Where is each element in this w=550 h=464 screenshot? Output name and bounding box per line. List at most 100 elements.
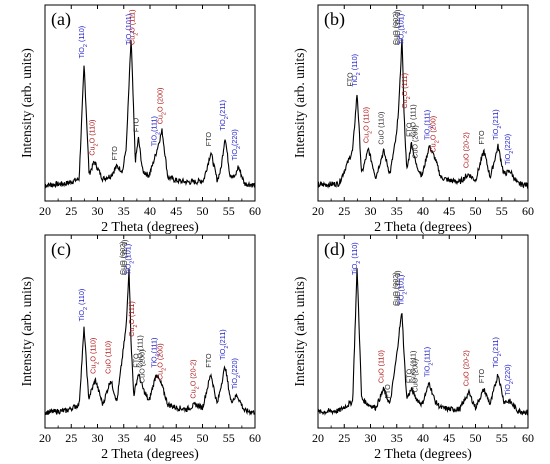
x-tick-label: 40 [417,204,429,218]
panel-label: (d) [324,239,345,260]
xrd-panel-1: 20 25 30 35 40 45 50 55 60 2 Theta (degrees) Inten… [292,4,534,235]
peak-label: FTO [204,353,213,368]
peak-label: FTO [131,353,140,368]
x-tick-label: 20 [39,431,51,445]
x-tick-label: 30 [92,204,104,218]
x-tick-label: 35 [391,431,403,445]
peak-label: FTO [404,122,413,137]
peak-label: Cu2O (111) [127,301,139,337]
peak-label: TiO2 (110) [350,54,362,87]
y-axis-label: Intensity (arb. units) [292,48,307,158]
panel-label: (b) [324,9,345,30]
peak-label: Cu2O (110) [361,107,373,143]
peak-label: TiO2 (110) [77,26,89,59]
peak-label: CuO (111) [409,104,418,137]
x-tick-label: 55 [496,431,508,445]
peak-label: FTO [383,384,392,399]
peak-label: TiO2(211) [491,109,503,140]
peak-label: CuO (20-2) [462,350,471,386]
x-tick-label: 55 [223,204,235,218]
peak-label: FTO [404,368,413,383]
peak-label: TiO2(101) [397,14,409,45]
peak-label: TiO2(220) [503,134,515,165]
x-tick-label: 60 [522,204,534,218]
x-tick-label: 20 [39,204,51,218]
peak-label: CuO (200) [411,359,420,393]
x-tick-label: 50 [197,204,209,218]
y-axis-label: Intensity (arb. units) [292,277,307,387]
peak-label: TiO2(211) [218,100,230,131]
peak-label: Cu2O (111) [400,73,412,109]
peak-label: CuO (11-1) [120,240,129,275]
xrd-trace [317,268,529,416]
peak-label: TiO2(111) [422,347,434,377]
x-axis-label: 2 Theta (degrees) [374,220,472,235]
x-tick-label: 60 [249,431,261,445]
peak-label: Cu2O (110) [87,120,99,156]
x-axis-label: 2 Theta (degrees) [374,447,472,462]
peak-label: TiO2(220) [230,358,242,389]
peak-label: CuO (111) [409,351,418,384]
peak-label: TiO2(211) [218,329,230,360]
xrd-trace [44,40,256,189]
peak-label: Cu2O (111) [127,9,139,45]
peak-label: TiO2(111) [422,110,434,140]
x-tick-label: 40 [417,431,429,445]
x-tick-label: 25 [338,431,350,445]
panel-label: (c) [51,239,71,260]
x-tick-label: 60 [522,431,534,445]
peak-label: Cu2O (200) [429,116,441,153]
x-tick-label: 50 [470,431,482,445]
peak-label: CuO (11-1) [393,270,402,305]
peak-label: CuO (110) [377,350,386,383]
x-tick-label: 55 [223,431,235,445]
x-tick-label: 35 [118,431,130,445]
x-tick-label: 40 [144,204,156,218]
x-tick-label: 20 [312,431,324,445]
peak-label: TiO2(101) [124,14,136,45]
x-axis-label: 2 Theta (degrees) [101,220,199,235]
peak-label: FTO [131,117,140,132]
x-tick-label: 45 [170,431,182,445]
peak-label: Cu2O (20-2) [189,360,201,399]
peak-label: FTO [477,130,486,145]
x-axis-label: 2 Theta (degrees) [101,447,199,462]
peak-label: CuO (20-2) [462,132,471,168]
peak-label: TiO2(211) [491,337,503,368]
peak-label: TiO2(101) [124,244,136,275]
xrd-panel-2: 20 25 30 35 40 45 50 55 60 2 Theta (degrees) Inten… [19,234,261,462]
peak-label: FTO [346,72,355,87]
peak-label: CuO (002) [391,272,400,306]
xrd-panel-3: 20 25 30 35 40 45 50 55 60 2 Theta (degrees) Inten… [292,234,534,462]
peak-label: CuO (110) [377,112,386,145]
xrd-trace [317,38,529,189]
peak-label: TiO2 (110) [350,242,362,275]
x-tick-label: 45 [443,431,455,445]
peak-label: Cu2O (200) [156,343,168,380]
peak-label: TiO2(220) [230,129,242,160]
peak-label: TiO2(101) [397,275,409,306]
peak-label: Cu2O (200) [156,88,168,125]
peak-label: CuO (111) [136,335,145,368]
peak-label: TiO2(111) [149,338,161,368]
peak-label: TiO2 (110) [77,289,89,322]
x-tick-label: 30 [92,431,104,445]
xrd-trace [44,268,256,416]
x-tick-label: 40 [144,431,156,445]
peak-label: CuO (200) [138,350,147,384]
peak-label: Cu2O (110) [88,338,100,374]
peak-label: FTO [204,132,213,147]
x-tick-label: 20 [312,204,324,218]
x-tick-label: 35 [391,204,403,218]
peak-label: CuO (002) [391,11,400,45]
peak-label: CuO (11-1) [393,10,402,45]
peak-label: CuO (200) [411,125,420,159]
x-tick-label: 30 [365,204,377,218]
x-tick-label: 25 [338,204,350,218]
x-tick-label: 25 [65,204,77,218]
peak-label: FTO [110,146,119,161]
y-axis-label: Intensity (arb. units) [19,277,34,387]
x-tick-label: 25 [65,431,77,445]
panel-label: (a) [51,9,71,30]
